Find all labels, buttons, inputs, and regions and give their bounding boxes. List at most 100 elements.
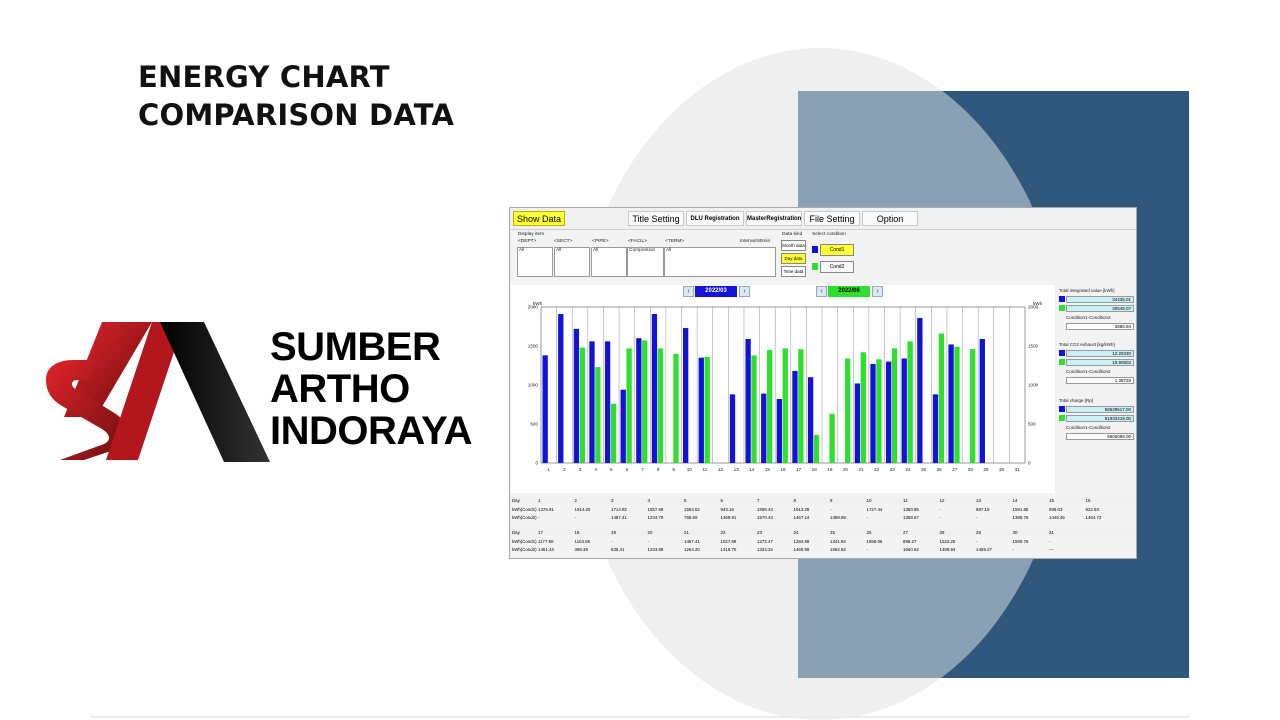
y-tick-label-left: 2000 (528, 305, 539, 310)
x-tick-label: 17 (796, 467, 802, 472)
cond1-next-button[interactable]: › (739, 286, 750, 297)
table-cell: - (611, 539, 613, 544)
x-tick-label: 12 (718, 467, 724, 472)
bar-cond2 (845, 358, 851, 463)
table-cell: - (830, 507, 832, 512)
table-cell: 1461.44 (538, 547, 554, 552)
cond1-button[interactable]: Cond1 (820, 244, 854, 256)
facil-listbox[interactable]: Compressor (627, 247, 664, 277)
day-data-option[interactable]: Day data (781, 253, 806, 264)
company-name-line-2: ARTHO (270, 367, 410, 411)
month-data-option[interactable]: Month data (781, 240, 806, 251)
table-cell: - (866, 547, 868, 552)
bar-cond2 (969, 349, 976, 463)
dept-label: <DEPT> (518, 239, 537, 244)
table-cell: 18 (574, 530, 580, 535)
cond2-swatch (812, 263, 818, 270)
term-listbox[interactable]: All (664, 247, 776, 277)
table-cell: 1465.98 (793, 547, 810, 552)
table-cond2-row: kWh(Cond2) 1461.44 369.39 636.41 1343.88 1264… (510, 546, 1136, 553)
table-row-label: kWh(Cond1) (512, 539, 537, 544)
time-data-option[interactable]: Time data (781, 266, 806, 277)
table-cell: 12 (939, 498, 945, 503)
table-cell: 887.19 (976, 507, 990, 512)
table-day-row: Day 17 18 19 20 21 22 23 24 25 26 27 28 29 30 31 (510, 529, 1136, 536)
table-cell: 1376.91 (538, 507, 554, 512)
sect-listbox[interactable]: All (554, 247, 590, 277)
x-tick-label: 4 (594, 467, 597, 472)
bar-cond2 (626, 348, 632, 463)
bar-cond1 (620, 389, 626, 463)
pipe-label: <PIPE> (592, 239, 609, 244)
table-cond2-row: kWh(Cond2) - -1487.41 1234.79 768.69 1469.91 1… (510, 514, 1136, 521)
option-button[interactable]: Option (862, 211, 918, 226)
bar-cond2 (610, 403, 617, 463)
heading-line-2: COMPARISON DATA (138, 98, 455, 132)
x-tick-label: 22 (874, 467, 880, 472)
bar-cond1 (651, 314, 658, 463)
cond2-prev-button[interactable]: ‹ (816, 286, 827, 297)
table-cell: 636.41 (611, 547, 625, 552)
x-tick-label: 28 (968, 467, 974, 472)
table-day-row: Day 1 2 3 4 5 6 7 8 9 10 11 12 13 14 15 16 (510, 497, 1136, 504)
integrated-diff-label: Condition1-Condition2 (1066, 315, 1111, 320)
table-cell: 1398.99 (830, 515, 846, 520)
summary-panel: Total integrated value [kWh] 34435.01 30… (1058, 286, 1136, 492)
file-setting-button[interactable]: File Setting (804, 211, 860, 226)
co2-c1-swatch (1059, 350, 1065, 356)
table-cell: 1234.79 (647, 515, 664, 520)
cond1-prev-button[interactable]: ‹ (683, 286, 694, 297)
bar-cond1 (683, 328, 689, 463)
table-cell: - (866, 515, 868, 520)
table-cell: - (574, 515, 576, 520)
company-name-line-1: SUMBER (270, 325, 441, 369)
table-cell: 1 (538, 498, 541, 503)
cond2-next-button[interactable]: › (872, 286, 883, 297)
pipe-listbox[interactable]: All (591, 247, 627, 277)
table-cell: 27 (903, 530, 908, 535)
x-tick-label: 11 (703, 467, 708, 472)
bar-cond1 (761, 393, 767, 463)
table-row-label: kWh(Cond1) (512, 507, 537, 512)
bar-cond1 (948, 344, 954, 463)
table-row-label: Day (512, 498, 520, 503)
bar-cond1 (589, 341, 595, 463)
table-cell: 6 (720, 498, 723, 503)
y-tick-label-right: 1000 (1028, 383, 1039, 388)
table-cell: 16 (1085, 498, 1091, 503)
show-data-button[interactable]: Show Data (513, 211, 565, 226)
table-cell: 1596.43 (757, 507, 773, 512)
interval-label: Interval:60min (740, 239, 771, 244)
table-cell: 8 (793, 498, 796, 503)
cond1-date: 2022/03 (695, 286, 737, 297)
table-cell: 1557.69 (647, 507, 664, 512)
cond2-button[interactable]: Cond2 (820, 261, 854, 273)
dept-listbox[interactable]: All (517, 247, 553, 277)
table-cell: 20 (647, 530, 653, 535)
x-tick-label: 6 (626, 467, 629, 472)
y-tick-label-left: 500 (530, 422, 538, 427)
x-tick-label: 8 (657, 467, 660, 472)
table-cell: 1104.95 (574, 539, 591, 544)
bar-cond1 (870, 363, 876, 463)
sect-value: All (556, 248, 562, 253)
table-cell: 29 (976, 530, 981, 535)
table-cell: - (538, 515, 540, 520)
bar-cond2 (766, 349, 773, 463)
table-cell: 9 (830, 498, 833, 503)
title-setting-button[interactable]: Title Setting (628, 211, 684, 226)
dlu-registration-button[interactable]: DLU Registration (686, 211, 744, 226)
table-cell: 2 (574, 498, 577, 503)
bar-cond1 (979, 338, 985, 463)
table-cell: 5 (684, 498, 687, 503)
table-cell: 1334.34 (757, 547, 773, 552)
table-cell: 1294.89 (793, 539, 810, 544)
table-cell: --- (1049, 547, 1054, 552)
master-registration-button[interactable]: MasterRegistration (746, 211, 802, 226)
cond2-date: 2022/06 (828, 286, 870, 297)
bar-cond1 (932, 394, 939, 463)
table-cell: 1264.20 (684, 547, 700, 552)
term-label: <TERM> (665, 239, 685, 244)
bar-cond2 (891, 348, 898, 463)
